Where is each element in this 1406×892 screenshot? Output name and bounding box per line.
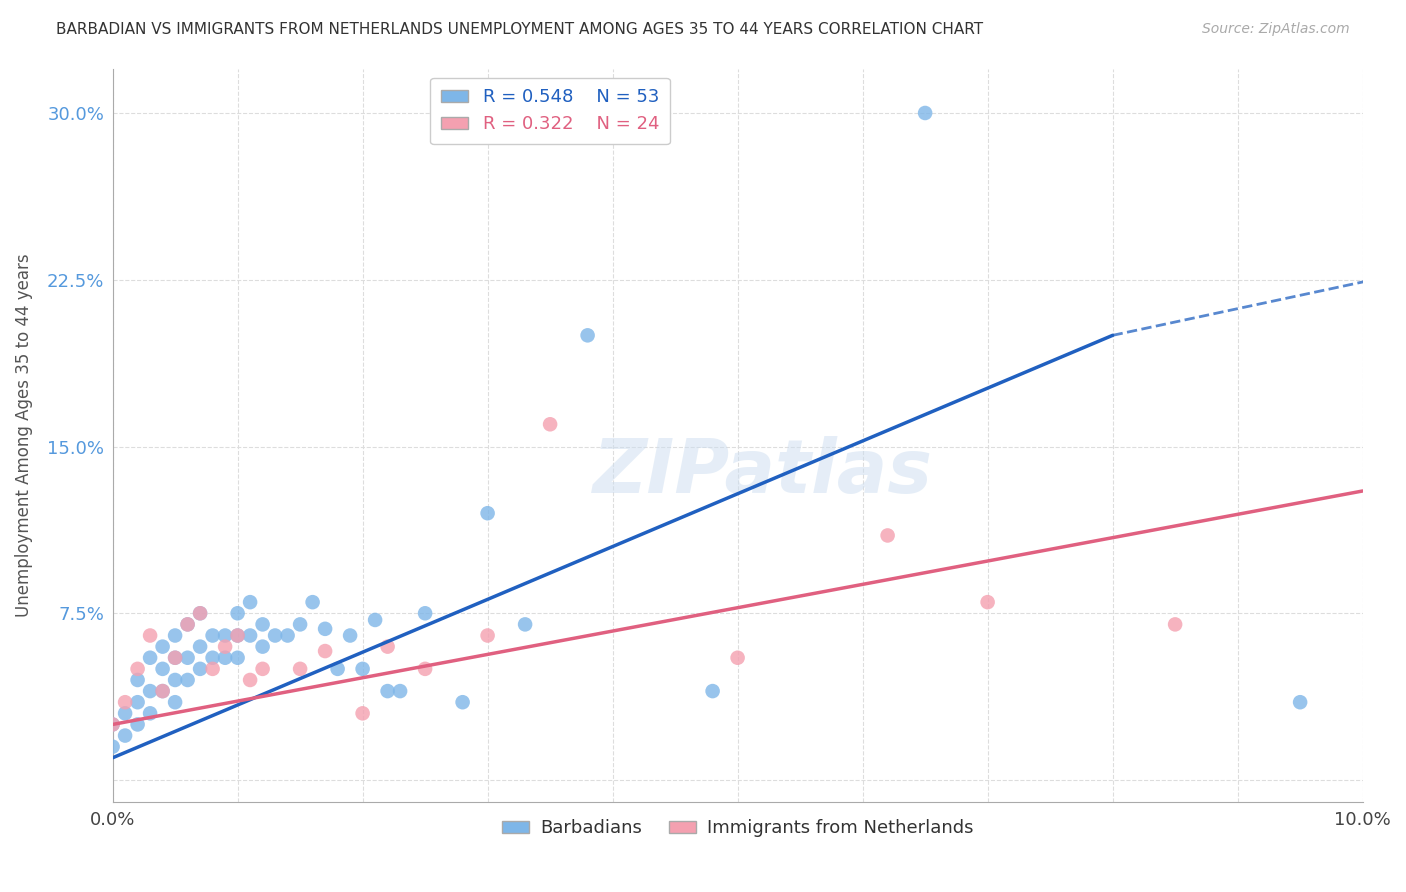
Point [264,628,287,642]
Point [101,739,124,754]
Point [389,684,412,698]
Point [114,706,136,721]
Point [451,695,474,709]
Point [176,673,198,687]
Point [314,644,336,658]
Point [477,628,499,642]
Point [152,684,174,698]
Point [165,695,187,709]
Point [914,106,936,120]
Point [1164,617,1187,632]
Point [188,640,211,654]
Point [364,613,387,627]
Point [188,662,211,676]
Point [176,650,198,665]
Text: BARBADIAN VS IMMIGRANTS FROM NETHERLANDS UNEMPLOYMENT AMONG AGES 35 TO 44 YEARS : BARBADIAN VS IMMIGRANTS FROM NETHERLANDS… [56,22,983,37]
Legend: Barbadians, Immigrants from Netherlands: Barbadians, Immigrants from Netherlands [495,812,980,845]
Point [252,617,274,632]
Point [314,622,336,636]
Text: ZIPatlas: ZIPatlas [592,435,932,508]
Point [413,607,436,621]
Point [413,662,436,676]
Point [288,662,311,676]
Point [277,628,299,642]
Point [214,650,236,665]
Point [165,650,187,665]
Point [576,328,599,343]
Point [139,706,162,721]
Point [188,607,211,621]
Point [976,595,998,609]
Point [152,662,174,676]
Point [127,673,149,687]
Point [101,717,124,731]
Point [876,528,898,542]
Point [152,684,174,698]
Point [188,607,211,621]
Point [165,673,187,687]
Point [226,628,249,642]
Point [377,640,399,654]
Point [201,650,224,665]
Y-axis label: Unemployment Among Ages 35 to 44 years: Unemployment Among Ages 35 to 44 years [15,253,32,617]
Point [114,729,136,743]
Point [139,650,162,665]
Point [139,684,162,698]
Point [226,650,249,665]
Point [165,650,187,665]
Point [127,662,149,676]
Point [352,706,374,721]
Point [239,628,262,642]
Point [377,684,399,698]
Point [477,506,499,520]
Point [152,640,174,654]
Point [326,662,349,676]
Point [301,595,323,609]
Point [538,417,561,432]
Point [1289,695,1312,709]
Point [176,617,198,632]
Point [252,640,274,654]
Point [176,617,198,632]
Point [127,717,149,731]
Point [226,628,249,642]
Point [214,640,236,654]
Point [226,607,249,621]
Point [239,595,262,609]
Point [239,673,262,687]
Point [139,628,162,642]
Point [513,617,536,632]
Point [252,662,274,676]
Point [114,695,136,709]
Point [702,684,724,698]
Point [201,662,224,676]
Point [288,617,311,632]
Point [201,628,224,642]
Point [214,628,236,642]
Point [101,717,124,731]
Text: Source: ZipAtlas.com: Source: ZipAtlas.com [1202,22,1350,37]
Point [127,695,149,709]
Point [727,650,749,665]
Point [165,628,187,642]
Point [352,662,374,676]
Point [339,628,361,642]
